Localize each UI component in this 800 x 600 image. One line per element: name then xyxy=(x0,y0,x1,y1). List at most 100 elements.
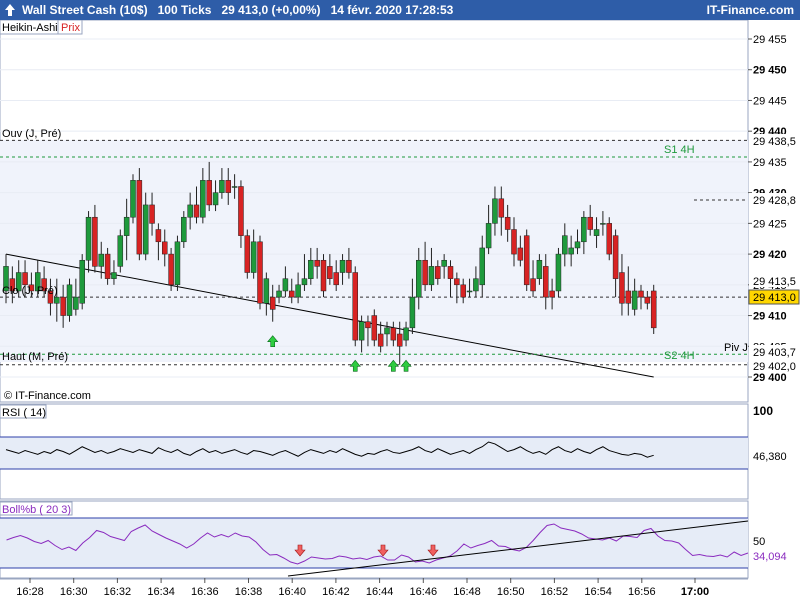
candle-body xyxy=(162,241,168,255)
candle-body xyxy=(422,259,428,286)
signal-arrow-up xyxy=(387,359,399,372)
candle-body xyxy=(339,259,346,273)
y-tick-label: 29 420 xyxy=(753,249,787,261)
candle-body xyxy=(574,241,581,249)
candle-body xyxy=(149,204,155,224)
y-tick-label: 29 455 xyxy=(753,34,787,46)
boll-signal-arrows xyxy=(294,544,439,557)
candle-body xyxy=(289,290,295,298)
candle-body xyxy=(3,266,9,292)
candle-body xyxy=(250,241,257,273)
boll-trendline xyxy=(287,520,749,577)
signal-arrow-down xyxy=(294,544,306,557)
x-tick-label: 16:32 xyxy=(104,586,132,598)
chart-type-label[interactable]: Heikin-Ashi xyxy=(2,22,58,34)
candles xyxy=(3,161,657,365)
tag-s2: 29 403,7 xyxy=(753,347,796,359)
candle-body xyxy=(644,296,651,304)
time-axis: 16:28 16:30 16:32 16:34 16:36 16:38 16:40 16:42… xyxy=(0,578,748,598)
candle-body xyxy=(600,223,606,225)
candle-body xyxy=(155,229,162,243)
signal-arrow-up xyxy=(400,359,412,372)
candle-body xyxy=(441,259,447,267)
y-tick-label: 29 450 xyxy=(753,65,787,77)
candle-body xyxy=(181,216,187,243)
candle-body xyxy=(98,253,104,267)
signal-arrow-up xyxy=(349,359,361,372)
price-tab-label[interactable]: Prix xyxy=(61,22,80,34)
candle-body xyxy=(269,296,276,310)
candle-body xyxy=(517,247,524,261)
tag-last-hidden: 29 413,5 xyxy=(753,276,796,288)
rsi-band xyxy=(0,437,748,469)
title-bar: Wall Street Cash (10$) 100 Ticks 29 413,… xyxy=(0,0,800,20)
candle-body xyxy=(555,253,562,292)
x-tick-label: 16:46 xyxy=(410,586,438,598)
y-tick-label: 29 425 xyxy=(753,218,787,230)
candle-body xyxy=(28,284,35,292)
arrow-icon xyxy=(5,4,15,16)
candle-body xyxy=(498,198,505,218)
candle-body xyxy=(333,272,339,286)
candle-body xyxy=(92,216,98,267)
candle-body xyxy=(454,278,460,286)
label-piv: Piv J xyxy=(724,342,748,354)
candle-body xyxy=(168,253,174,286)
candle-body xyxy=(187,204,193,218)
x-tick-label: 16:54 xyxy=(584,586,612,598)
candle-body xyxy=(136,180,143,255)
candle-body xyxy=(200,180,206,218)
boll-panel: Boll%b ( 20 3) 50 34,094 xyxy=(0,500,799,579)
candle-body xyxy=(104,253,111,279)
candle-body xyxy=(485,223,492,249)
candle-body xyxy=(130,180,136,218)
candle-body xyxy=(257,241,263,304)
x-tick-label: 16:40 xyxy=(278,586,306,598)
x-tick-label: 16:48 xyxy=(453,586,481,598)
candle-body xyxy=(523,235,530,286)
candle-body xyxy=(536,259,543,279)
candle-body xyxy=(504,216,511,230)
tag-current: 29 413,0 xyxy=(753,292,796,304)
candle-body xyxy=(447,266,454,279)
signal-arrow-down xyxy=(427,544,439,557)
rsi-line xyxy=(5,441,654,458)
x-tick-label: 16:52 xyxy=(541,586,569,598)
candle-body xyxy=(320,259,327,292)
signal-arrows xyxy=(267,335,412,372)
candle-body xyxy=(47,290,54,304)
candle-body xyxy=(428,266,435,286)
x-tick-label: 16:38 xyxy=(235,586,263,598)
candle-body xyxy=(511,229,517,255)
boll-value-tag: 34,094 xyxy=(753,551,787,563)
candle-body xyxy=(606,223,612,255)
price-tags: 29 438,5 29 428,8 29 413,5 29 413,0 29 4… xyxy=(748,134,800,373)
signal-arrow-down xyxy=(377,544,389,557)
y-tick-label: 29 410 xyxy=(753,311,787,323)
candle-body xyxy=(631,290,638,310)
candle-body xyxy=(492,198,498,224)
candle-body xyxy=(231,186,238,188)
candle-body xyxy=(244,235,251,273)
candle-body xyxy=(225,180,231,193)
boll-label: Boll%b ( 20 3) xyxy=(2,504,71,516)
rsi-panel: RSI ( 14) 100 46,380 xyxy=(0,403,799,500)
price-tab[interactable] xyxy=(57,20,83,35)
rsi-value-tag: 46,380 xyxy=(753,451,787,463)
y-tick-label: 29 445 xyxy=(753,95,787,107)
candle-body xyxy=(358,321,365,341)
candle-body xyxy=(593,229,600,236)
candle-body xyxy=(301,278,308,286)
candle-body xyxy=(479,247,485,286)
y-tick-label: 29 435 xyxy=(753,157,787,169)
candle-body xyxy=(371,315,378,341)
candle-body xyxy=(206,180,212,206)
x-tick-label: 16:50 xyxy=(497,586,525,598)
site-name[interactable]: IT-Finance.com xyxy=(706,3,794,17)
candle-body xyxy=(625,290,632,304)
candle-body xyxy=(650,290,657,329)
candle-body xyxy=(15,272,22,292)
candle-body xyxy=(543,266,549,298)
candle-body xyxy=(35,272,41,292)
